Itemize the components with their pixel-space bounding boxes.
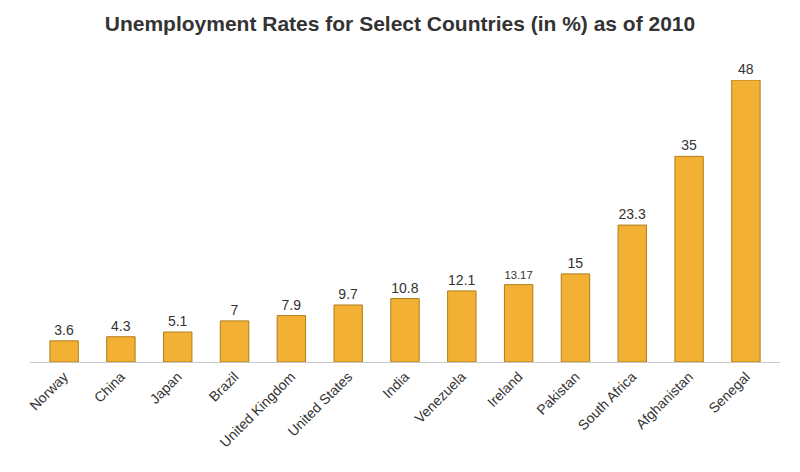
svg-text:Unemployment Rates for Select: Unemployment Rates for Select Countries … (105, 12, 695, 35)
svg-text:35: 35 (681, 137, 697, 153)
svg-text:5.1: 5.1 (168, 313, 188, 329)
svg-text:48: 48 (738, 61, 754, 77)
svg-text:4.3: 4.3 (111, 318, 131, 334)
svg-text:12.1: 12.1 (448, 272, 475, 288)
svg-text:Pakistan: Pakistan (533, 369, 582, 418)
svg-text:23.3: 23.3 (619, 206, 646, 222)
svg-text:9.7: 9.7 (338, 286, 358, 302)
svg-text:Venezuela: Venezuela (411, 368, 469, 426)
svg-text:Senegal: Senegal (705, 369, 753, 417)
svg-text:Afghanistan: Afghanistan (633, 369, 697, 433)
svg-text:India: India (379, 368, 412, 401)
svg-text:Brazil: Brazil (206, 369, 242, 405)
svg-text:13.17: 13.17 (504, 269, 532, 281)
svg-text:10.8: 10.8 (391, 280, 418, 296)
svg-text:7.9: 7.9 (282, 297, 302, 313)
svg-text:15: 15 (568, 255, 584, 271)
svg-text:United States: United States (284, 369, 355, 440)
svg-text:Ireland: Ireland (484, 369, 526, 411)
svg-text:Norway: Norway (26, 369, 71, 414)
svg-text:China: China (91, 368, 128, 405)
svg-text:United Kingdom: United Kingdom (217, 369, 299, 451)
svg-text:7: 7 (231, 302, 239, 318)
svg-text:3.6: 3.6 (54, 322, 74, 338)
svg-text:Japan: Japan (147, 369, 185, 407)
svg-text:South Africa: South Africa (575, 368, 640, 433)
